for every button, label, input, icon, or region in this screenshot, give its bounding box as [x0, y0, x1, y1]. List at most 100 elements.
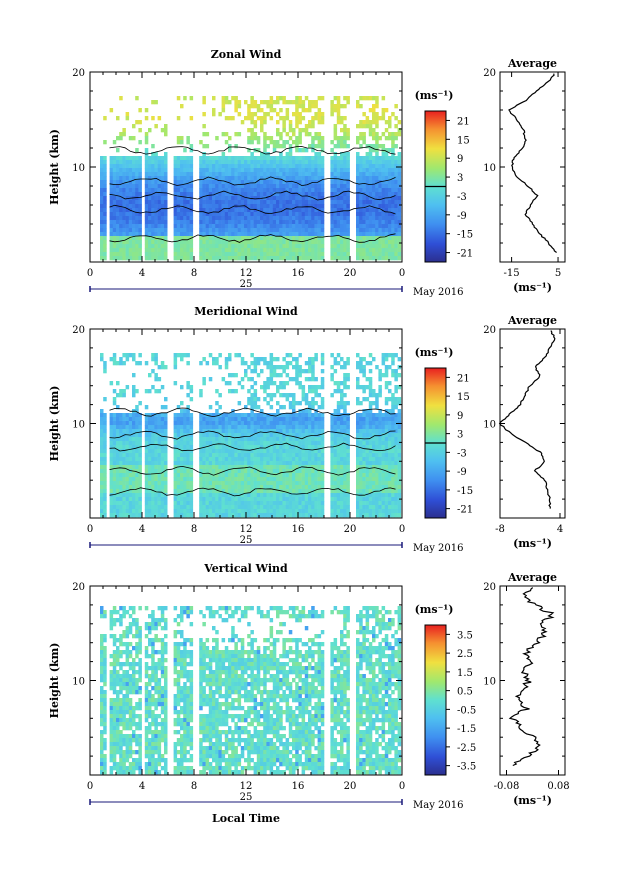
heatmap-cell — [276, 497, 280, 502]
heatmap-cell — [112, 397, 117, 402]
heatmap-cell — [148, 501, 152, 506]
heatmap-cell — [381, 256, 386, 261]
heatmap-cell — [157, 224, 162, 229]
heatmap-cell — [314, 429, 318, 434]
heatmap-cell — [279, 393, 283, 398]
heatmap-cell — [231, 389, 235, 394]
heatmap-cell — [148, 373, 152, 378]
heatmap-cell — [212, 96, 216, 101]
heatmap-cell — [346, 152, 350, 157]
heatmap-cell — [132, 232, 136, 237]
heatmap-cell — [224, 228, 229, 233]
heatmap-cell — [151, 417, 155, 422]
heatmap-cell — [215, 220, 219, 225]
heatmap-cell — [199, 413, 203, 418]
heatmap-cell — [186, 513, 190, 518]
heatmap-cell — [202, 513, 206, 518]
heatmap-cell — [359, 180, 363, 185]
panel-title: Meridional Wind — [194, 305, 298, 318]
heatmap-cell — [138, 481, 142, 486]
heatmap-cell — [208, 252, 213, 257]
heatmap-cell — [100, 192, 104, 197]
heatmap-cell — [269, 136, 274, 141]
heatmap-cell — [333, 228, 338, 233]
heatmap-cell — [240, 357, 245, 362]
heatmap-cell — [269, 361, 274, 366]
heatmap-cell — [144, 256, 149, 261]
heatmap-cell — [260, 248, 264, 253]
heatmap-cell — [368, 240, 373, 245]
heatmap-cell — [122, 188, 126, 193]
heatmap-cell — [135, 164, 139, 169]
heatmap-cell — [154, 441, 158, 446]
heatmap-cell — [317, 116, 322, 121]
heatmap-cell — [295, 357, 299, 362]
heatmap-cell — [381, 244, 386, 249]
heatmap-cell — [356, 232, 360, 237]
heatmap-cell — [260, 469, 264, 474]
heatmap-cell — [311, 485, 315, 490]
heatmap-cell — [308, 120, 312, 125]
heatmap-cell — [308, 212, 312, 217]
heatmap-cell — [266, 180, 270, 185]
heatmap-cell — [100, 505, 104, 510]
heatmap-cell — [228, 204, 232, 209]
heatmap-cell — [125, 501, 130, 506]
heatmap-cell — [132, 204, 136, 209]
heatmap-cell — [189, 232, 194, 237]
heatmap-cell — [333, 212, 338, 217]
heatmap-cell — [138, 413, 142, 418]
heatmap-cell — [356, 429, 360, 434]
heatmap-cell — [202, 184, 206, 189]
heatmap-cell — [346, 144, 350, 149]
heatmap-cell — [132, 465, 136, 470]
heatmap-cell — [125, 509, 130, 514]
heatmap-cell — [247, 401, 251, 406]
heatmap-cell — [100, 421, 104, 426]
heatmap-cell — [228, 441, 232, 446]
heatmap-cell — [237, 449, 242, 454]
heatmap-cell — [279, 180, 283, 185]
heatmap-cell — [397, 180, 402, 185]
heatmap-cell — [346, 417, 350, 422]
heatmap-cell — [298, 256, 302, 261]
heatmap-cell — [228, 188, 232, 193]
heatmap-cell — [330, 140, 334, 145]
heatmap-cell — [276, 429, 280, 434]
heatmap-cell — [346, 240, 350, 245]
heatmap-cell — [228, 437, 232, 442]
heatmap-cell — [282, 224, 286, 229]
heatmap-cell — [333, 152, 338, 157]
heatmap-cell — [180, 140, 184, 145]
heatmap-cell — [346, 437, 350, 442]
heatmap-cell — [330, 465, 334, 470]
heatmap-cell — [218, 405, 222, 410]
heatmap-cell — [125, 481, 130, 486]
heatmap-cell — [340, 244, 344, 249]
heatmap-cell — [183, 485, 187, 490]
heatmap-cell — [272, 433, 277, 438]
heatmap-cell — [112, 433, 117, 438]
heatmap-cell — [221, 244, 226, 249]
heatmap-cell — [119, 477, 123, 482]
heatmap-cell — [333, 208, 338, 213]
heatmap-cell — [208, 164, 213, 169]
heatmap-cell — [119, 136, 123, 141]
heatmap-cell — [308, 457, 312, 462]
heatmap-cell — [202, 168, 206, 173]
heatmap-cell — [272, 188, 277, 193]
heatmap-cell — [132, 489, 136, 494]
heatmap-cell — [208, 481, 213, 486]
heatmap-cell — [221, 493, 226, 498]
heatmap-cell — [288, 413, 293, 418]
heatmap-cell — [128, 417, 133, 422]
heatmap-cell — [282, 497, 286, 502]
heatmap-cell — [199, 180, 203, 185]
heatmap-cell — [160, 457, 165, 462]
heatmap-cell — [365, 248, 370, 253]
heatmap-cell — [186, 361, 190, 366]
heatmap-cell — [173, 465, 178, 470]
heatmap-cell — [343, 96, 347, 101]
heatmap-cell — [112, 357, 117, 362]
heatmap-cell — [212, 453, 216, 458]
